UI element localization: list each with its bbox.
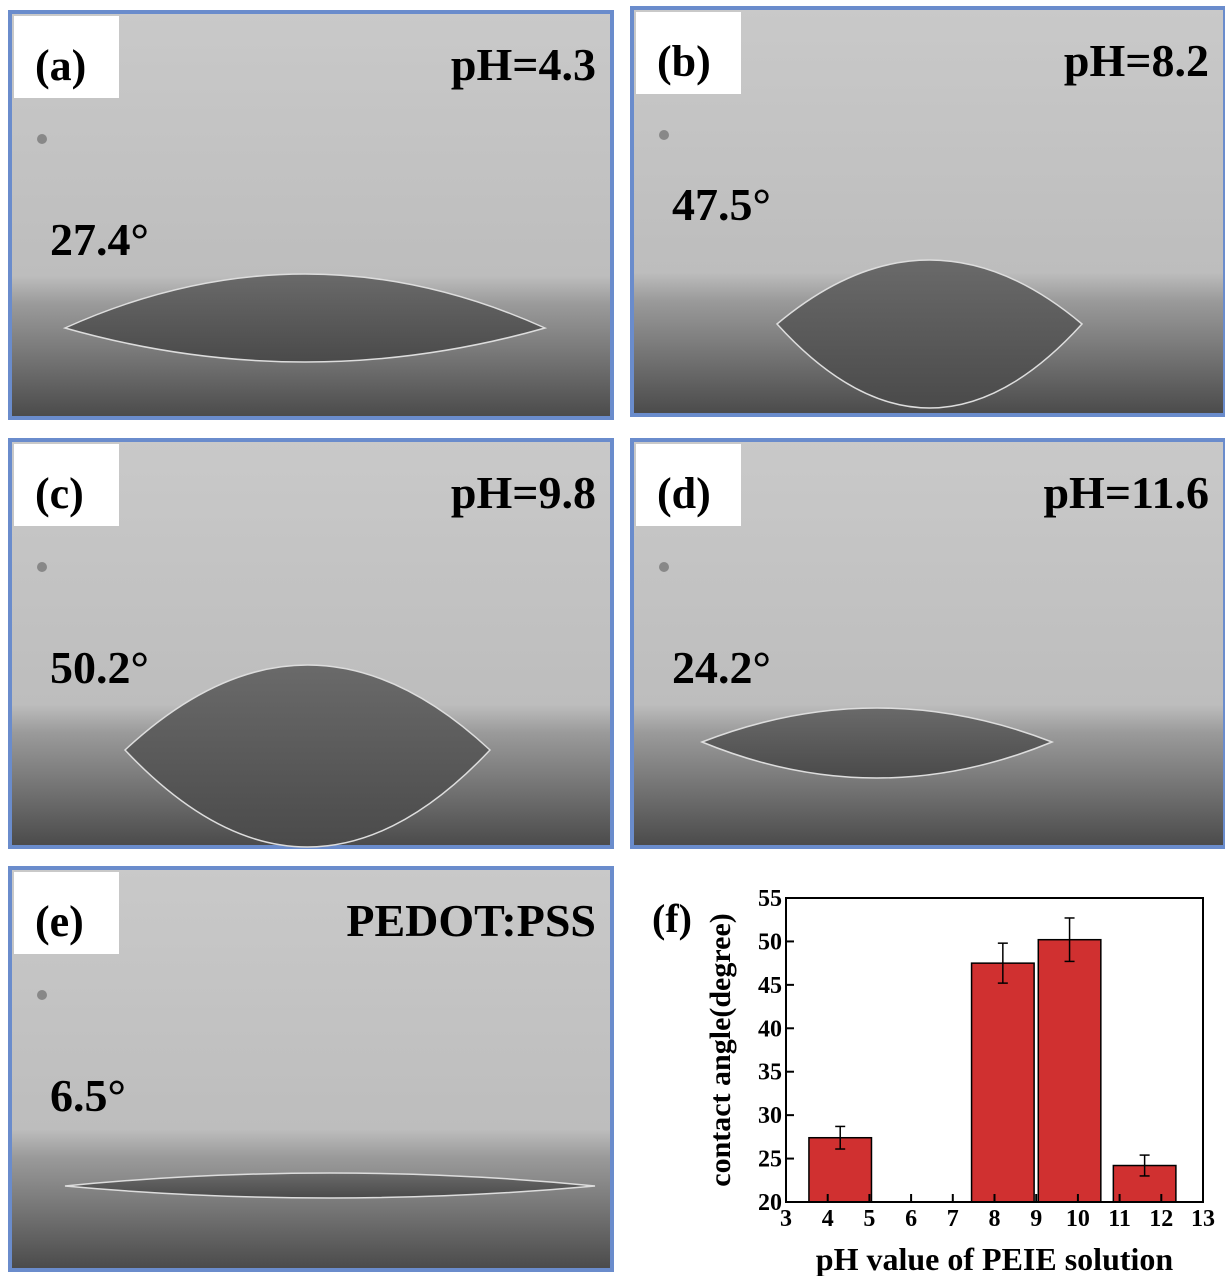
y-axis-title: contact angle(degree)	[704, 913, 737, 1187]
condition: pH=9.8	[451, 467, 596, 518]
condition: PEDOT:PSS	[346, 895, 596, 946]
y-tick-label: 25	[758, 1147, 782, 1173]
panel-label: (b)	[657, 37, 711, 86]
droplet	[775, 259, 1084, 409]
y-tick-label: 50	[758, 929, 782, 955]
x-tick-label: 9	[1030, 1206, 1042, 1232]
label-box	[636, 12, 741, 94]
contact-angle: 6.5°	[50, 1070, 126, 1121]
dust-speck	[37, 562, 47, 572]
y-tick-label: 30	[758, 1103, 782, 1129]
y-tick-label: 35	[758, 1060, 782, 1086]
panel-label: (c)	[35, 469, 84, 518]
photo-panel: (e) PEDOT:PSS 6.5°	[8, 866, 614, 1272]
photo-panel: (b) pH=8.2 47.5°	[630, 6, 1225, 417]
x-tick-label: 10	[1066, 1206, 1090, 1232]
panel-label: (e)	[35, 897, 84, 946]
y-tick-label: 55	[758, 886, 782, 912]
condition: pH=4.3	[451, 39, 596, 90]
x-tick-label: 3	[780, 1206, 792, 1232]
contact-angle: 47.5°	[672, 179, 771, 230]
error-bar	[997, 942, 1008, 984]
droplet	[64, 1172, 596, 1199]
bar	[970, 962, 1035, 1203]
x-tick-label: 11	[1108, 1206, 1131, 1232]
x-tick-label: 13	[1191, 1206, 1215, 1232]
contact-angle: 50.2°	[50, 642, 149, 693]
droplet	[699, 707, 1055, 779]
panel-label: (a)	[35, 41, 86, 90]
x-tick-label: 8	[989, 1206, 1001, 1232]
x-tick-label: 7	[947, 1206, 959, 1232]
dust-speck	[659, 562, 669, 572]
x-tick-label: 12	[1149, 1206, 1173, 1232]
photo-panel: (d) pH=11.6 24.2°	[630, 438, 1225, 849]
droplet	[62, 273, 548, 363]
contact-angle: 24.2°	[672, 642, 771, 693]
y-tick-label: 40	[758, 1016, 782, 1042]
error-bar	[1064, 917, 1075, 963]
x-axis-title: pH value of PEIE solution	[816, 1241, 1174, 1276]
x-tick-label: 6	[905, 1206, 917, 1232]
panel-label: (d)	[657, 469, 711, 518]
label-box	[14, 16, 119, 98]
label-box	[636, 444, 741, 526]
error-bar	[835, 1125, 846, 1150]
condition: pH=8.2	[1064, 35, 1209, 86]
dust-speck	[37, 990, 47, 1000]
dust-speck	[659, 130, 669, 140]
condition: pH=11.6	[1043, 467, 1209, 518]
photo-panel: (a) pH=4.3 27.4°	[8, 10, 614, 420]
bar	[1037, 938, 1102, 1203]
y-tick-label: 20	[758, 1190, 782, 1216]
y-tick-label: 45	[758, 973, 782, 999]
x-tick-label: 4	[822, 1206, 834, 1232]
label-box	[14, 872, 119, 954]
error-bar	[1139, 1154, 1150, 1177]
contact-angle: 27.4°	[50, 214, 149, 265]
panel-label: (f)	[652, 896, 692, 941]
label-box	[14, 444, 119, 526]
photo-panel: (c) pH=9.8 50.2°	[8, 438, 614, 849]
x-tick-label: 5	[863, 1206, 875, 1232]
dust-speck	[37, 134, 47, 144]
droplet	[123, 664, 492, 848]
